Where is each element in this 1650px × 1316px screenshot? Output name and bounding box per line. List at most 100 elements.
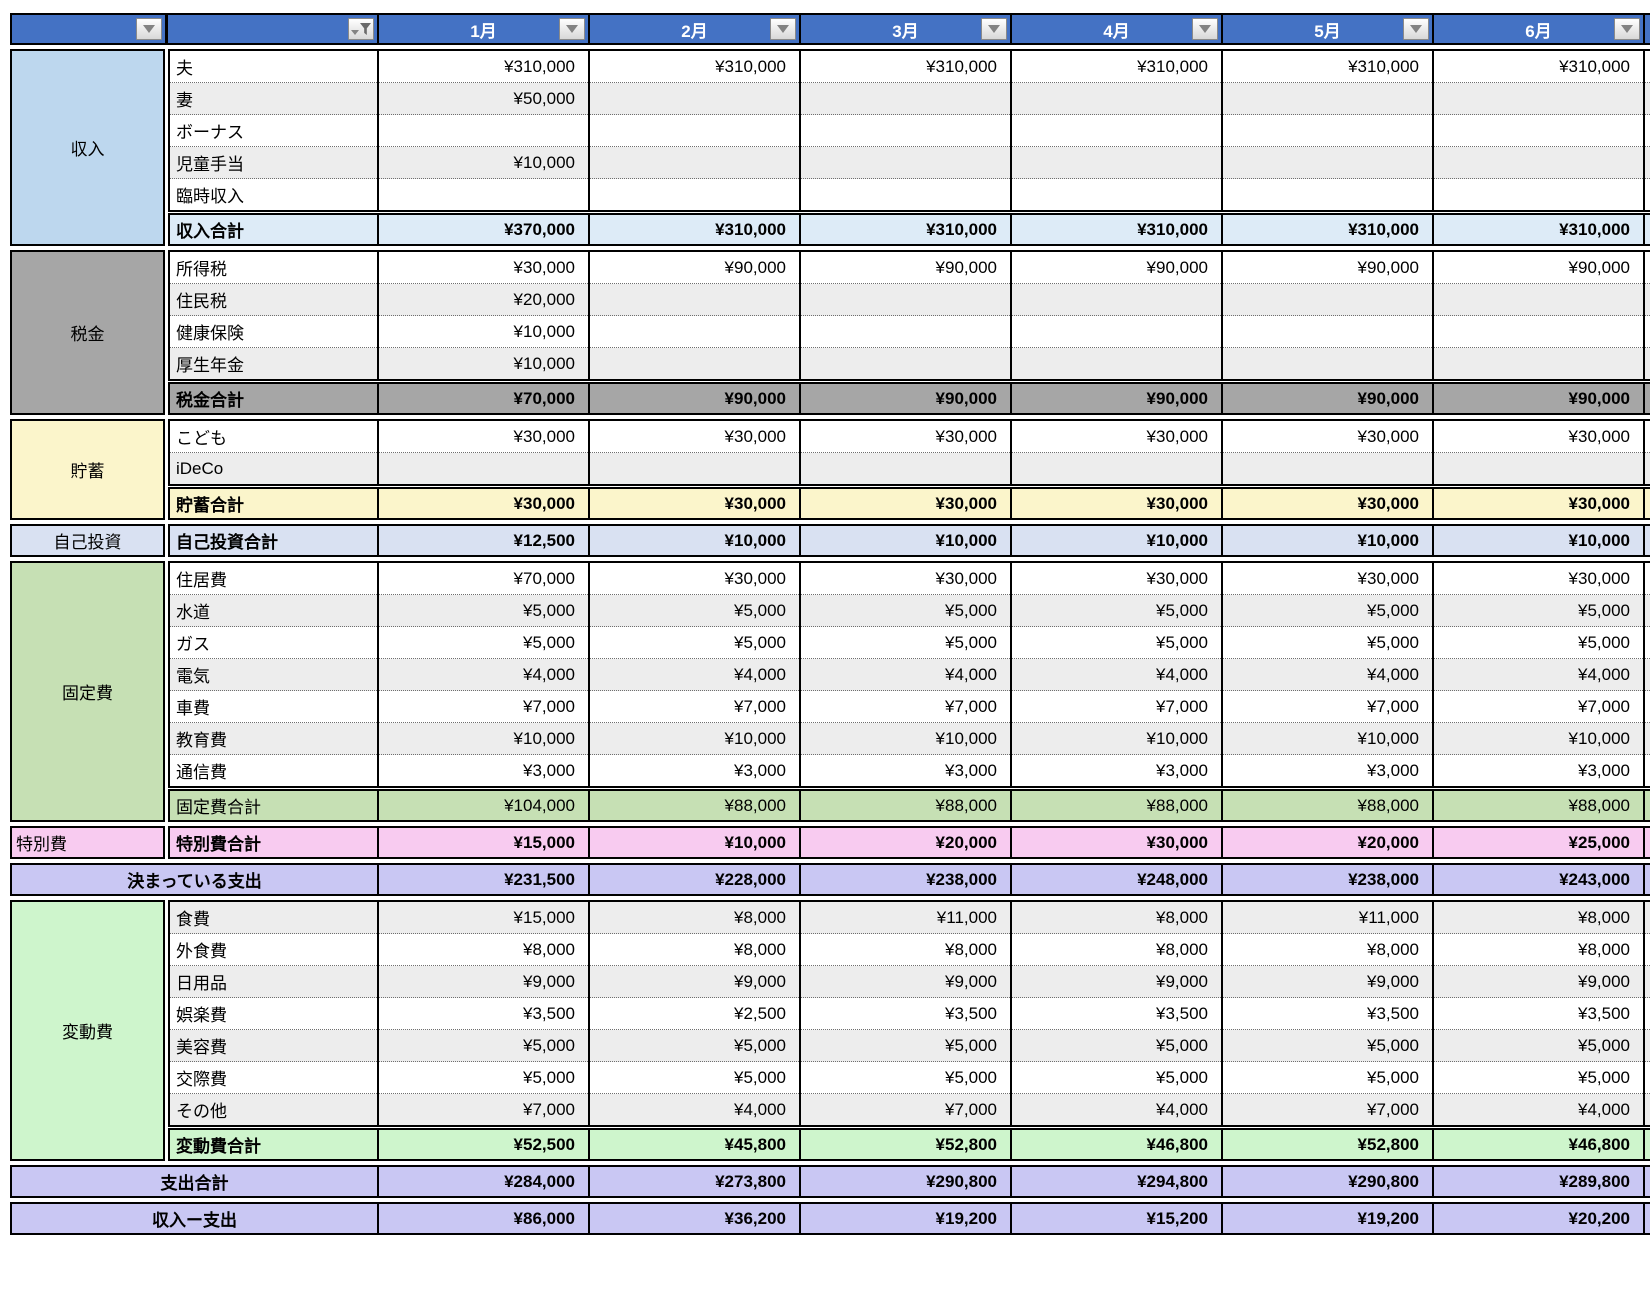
- band-value-cell[interactable]: ¥20,200: [1434, 1204, 1643, 1233]
- item-value-cell[interactable]: [1434, 316, 1643, 348]
- item-value-cell[interactable]: ¥50,000: [379, 83, 588, 115]
- item-value-cell[interactable]: ¥310,000: [1434, 51, 1643, 83]
- item-value-cell[interactable]: [1012, 316, 1221, 348]
- item-value-cell[interactable]: ¥9,000: [1434, 966, 1643, 998]
- band-value-cell[interactable]: ¥248,000: [1012, 865, 1221, 894]
- band-label-cell[interactable]: 支出合計: [12, 1167, 377, 1196]
- band-value-cell[interactable]: ¥284,000: [379, 1167, 588, 1196]
- column-header[interactable]: [168, 15, 377, 43]
- column-header[interactable]: 6月: [1434, 15, 1643, 43]
- item-value-cell[interactable]: ¥2,500: [590, 998, 799, 1030]
- total-value-cell[interactable]: ¥30,000: [379, 489, 588, 518]
- item-label-cell[interactable]: 交際費: [170, 1062, 377, 1094]
- total-value-cell[interactable]: ¥310,000: [590, 215, 799, 244]
- item-value-cell[interactable]: [801, 147, 1010, 179]
- total-value-cell[interactable]: ¥10,000: [1223, 526, 1432, 555]
- item-value-cell[interactable]: ¥30,000: [1223, 563, 1432, 595]
- band-value-cell[interactable]: ¥273,800: [590, 1167, 799, 1196]
- item-label-cell[interactable]: 通信費: [170, 755, 377, 786]
- section-label-cell[interactable]: 税金: [10, 250, 165, 415]
- item-label-cell[interactable]: 妻: [170, 83, 377, 115]
- column-header[interactable]: 1月: [379, 15, 588, 43]
- item-label-cell[interactable]: 食費: [170, 902, 377, 934]
- item-value-cell[interactable]: ¥5,000: [590, 595, 799, 627]
- item-value-cell[interactable]: ¥3,000: [1434, 755, 1643, 786]
- filter-dropdown-button[interactable]: [1614, 18, 1640, 40]
- column-header[interactable]: 2月: [590, 15, 799, 43]
- item-value-cell[interactable]: ¥10,000: [1434, 723, 1643, 755]
- section-label-cell[interactable]: 自己投資: [10, 524, 165, 557]
- item-label-cell[interactable]: 住民税: [170, 284, 377, 316]
- total-value-cell[interactable]: ¥52,800: [801, 1130, 1010, 1159]
- total-value-cell[interactable]: ¥20,000: [801, 828, 1010, 857]
- total-value-cell[interactable]: ¥70,000: [379, 384, 588, 413]
- item-label-cell[interactable]: 娯楽費: [170, 998, 377, 1030]
- item-value-cell[interactable]: [801, 316, 1010, 348]
- item-value-cell[interactable]: ¥8,000: [1012, 934, 1221, 966]
- item-value-cell[interactable]: ¥8,000: [379, 934, 588, 966]
- total-value-cell[interactable]: ¥30,000: [1223, 489, 1432, 518]
- total-value-cell[interactable]: ¥46,800: [1012, 1130, 1221, 1159]
- item-value-cell[interactable]: [590, 83, 799, 115]
- item-value-cell[interactable]: ¥5,000: [1012, 1030, 1221, 1062]
- item-value-cell[interactable]: ¥5,000: [1434, 595, 1643, 627]
- section-label-cell[interactable]: 特別費: [10, 826, 165, 859]
- item-value-cell[interactable]: ¥8,000: [1012, 902, 1221, 934]
- item-value-cell[interactable]: ¥90,000: [590, 252, 799, 284]
- item-value-cell[interactable]: ¥5,000: [379, 1062, 588, 1094]
- item-value-cell[interactable]: [590, 284, 799, 316]
- total-value-cell[interactable]: ¥30,000: [1012, 828, 1221, 857]
- item-value-cell[interactable]: [1434, 83, 1643, 115]
- item-value-cell[interactable]: ¥8,000: [1434, 902, 1643, 934]
- band-value-cell[interactable]: ¥15,200: [1012, 1204, 1221, 1233]
- item-value-cell[interactable]: [801, 284, 1010, 316]
- item-value-cell[interactable]: [1434, 115, 1643, 147]
- item-label-cell[interactable]: 臨時収入: [170, 179, 377, 210]
- item-label-cell[interactable]: その他: [170, 1094, 377, 1125]
- item-value-cell[interactable]: ¥4,000: [801, 659, 1010, 691]
- item-value-cell[interactable]: ¥30,000: [1434, 563, 1643, 595]
- item-value-cell[interactable]: ¥9,000: [379, 966, 588, 998]
- filter-active-button[interactable]: [348, 18, 374, 40]
- band-value-cell[interactable]: ¥36,200: [590, 1204, 799, 1233]
- band-value-cell[interactable]: ¥86,000: [379, 1204, 588, 1233]
- item-label-cell[interactable]: 水道: [170, 595, 377, 627]
- total-value-cell[interactable]: ¥310,000: [1012, 215, 1221, 244]
- item-value-cell[interactable]: ¥4,000: [1012, 1094, 1221, 1125]
- item-value-cell[interactable]: ¥5,000: [1012, 1062, 1221, 1094]
- item-value-cell[interactable]: ¥9,000: [1223, 966, 1432, 998]
- item-value-cell[interactable]: [1012, 115, 1221, 147]
- item-value-cell[interactable]: ¥4,000: [379, 659, 588, 691]
- total-value-cell[interactable]: ¥88,000: [1223, 791, 1432, 820]
- item-value-cell[interactable]: ¥30,000: [1434, 421, 1643, 453]
- total-label-cell[interactable]: 変動費合計: [170, 1130, 377, 1159]
- total-value-cell[interactable]: ¥46,800: [1434, 1130, 1643, 1159]
- item-value-cell[interactable]: ¥30,000: [1223, 421, 1432, 453]
- band-value-cell[interactable]: ¥19,200: [1223, 1204, 1432, 1233]
- total-value-cell[interactable]: ¥370,000: [379, 215, 588, 244]
- item-value-cell[interactable]: ¥3,500: [1434, 998, 1643, 1030]
- section-label-cell[interactable]: 固定費: [10, 561, 165, 822]
- total-value-cell[interactable]: ¥30,000: [1434, 489, 1643, 518]
- total-value-cell[interactable]: ¥90,000: [1223, 384, 1432, 413]
- band-label-cell[interactable]: 収入ー支出: [12, 1204, 377, 1233]
- item-value-cell[interactable]: ¥5,000: [1223, 595, 1432, 627]
- band-value-cell[interactable]: ¥238,000: [801, 865, 1010, 894]
- item-value-cell[interactable]: ¥5,000: [379, 1030, 588, 1062]
- item-value-cell[interactable]: ¥8,000: [801, 934, 1010, 966]
- item-value-cell[interactable]: ¥9,000: [1012, 966, 1221, 998]
- item-value-cell[interactable]: ¥7,000: [1223, 1094, 1432, 1125]
- total-value-cell[interactable]: ¥88,000: [1434, 791, 1643, 820]
- item-value-cell[interactable]: [590, 316, 799, 348]
- item-value-cell[interactable]: [379, 179, 588, 210]
- item-value-cell[interactable]: ¥4,000: [590, 659, 799, 691]
- total-value-cell[interactable]: ¥20,000: [1223, 828, 1432, 857]
- item-value-cell[interactable]: ¥5,000: [590, 627, 799, 659]
- band-value-cell[interactable]: ¥289,800: [1434, 1167, 1643, 1196]
- item-value-cell[interactable]: [1434, 453, 1643, 484]
- item-value-cell[interactable]: [1223, 453, 1432, 484]
- item-label-cell[interactable]: ガス: [170, 627, 377, 659]
- item-label-cell[interactable]: 夫: [170, 51, 377, 83]
- item-value-cell[interactable]: ¥10,000: [1223, 723, 1432, 755]
- item-value-cell[interactable]: ¥4,000: [1434, 1094, 1643, 1125]
